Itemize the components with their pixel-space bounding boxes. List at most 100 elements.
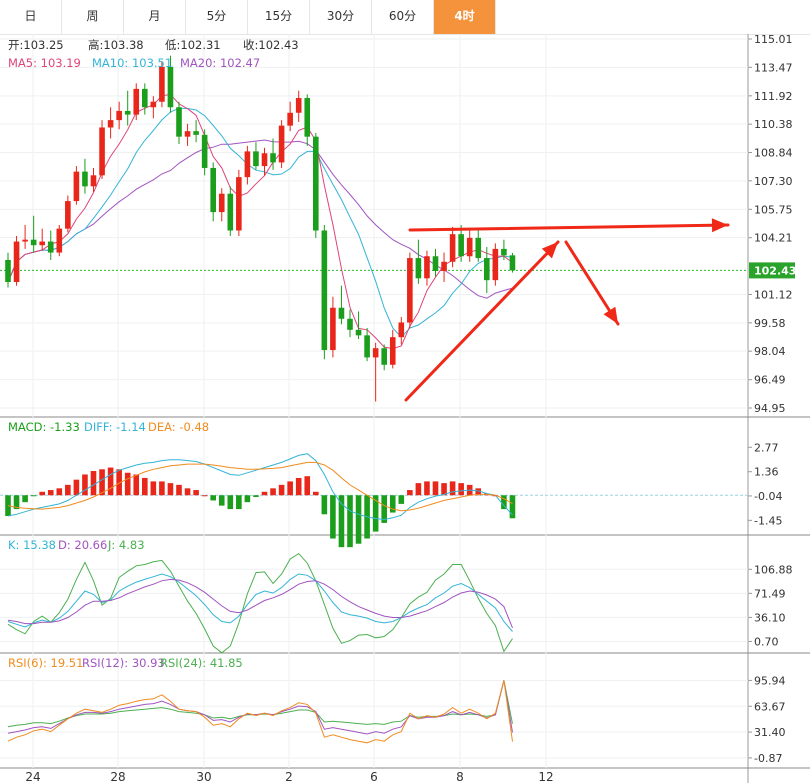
last-price-badge bbox=[749, 262, 795, 279]
candle-body bbox=[501, 248, 507, 256]
macd-bar bbox=[193, 490, 199, 496]
macd-bar bbox=[13, 495, 20, 510]
tab-week[interactable]: 周 bbox=[62, 0, 124, 34]
price-tick-label: 115.01 bbox=[754, 34, 793, 46]
candle-body bbox=[389, 337, 396, 365]
candle-body bbox=[347, 318, 353, 330]
macd-bar bbox=[107, 467, 114, 496]
macd-bar bbox=[287, 481, 293, 496]
tab-4hour[interactable]: 4时 bbox=[434, 0, 496, 34]
candle-body bbox=[133, 88, 140, 115]
rsi-tick-label: 63.67 bbox=[754, 700, 786, 713]
macd-tick-label: -1.45 bbox=[754, 514, 782, 527]
candle-body bbox=[424, 256, 430, 279]
candle-body bbox=[90, 175, 97, 187]
x-tick-label: 24 bbox=[25, 770, 40, 783]
candle-body bbox=[65, 201, 71, 229]
chart-area: 24 28 30 2 6 8 12 115.01 113.47 111.92 110.38 108.… bbox=[0, 34, 810, 783]
legend-diff: DIFF: -1.14 bbox=[84, 420, 146, 434]
candle-body bbox=[321, 230, 328, 351]
candle-body bbox=[56, 228, 63, 253]
candle-body bbox=[492, 248, 499, 281]
tab-15min[interactable]: 15分 bbox=[248, 0, 310, 34]
legend-high: 高:103.38 bbox=[88, 38, 144, 52]
tab-5min[interactable]: 5分 bbox=[186, 0, 248, 34]
macd-bar bbox=[253, 495, 259, 497]
candle-body bbox=[218, 193, 225, 213]
macd-bar bbox=[441, 483, 447, 496]
candle-body bbox=[432, 256, 439, 271]
macd-bar bbox=[372, 495, 379, 532]
rsi6-line bbox=[7, 680, 513, 744]
rsi24-line bbox=[7, 680, 513, 728]
macd-bar bbox=[304, 476, 311, 496]
candle-body bbox=[210, 167, 216, 213]
candle-body bbox=[372, 348, 379, 358]
price-tick-label: 99.58 bbox=[754, 317, 786, 330]
macd-bar bbox=[475, 488, 482, 496]
macd-tick-label: -0.04 bbox=[754, 490, 782, 503]
rsi12-line bbox=[7, 680, 513, 735]
d-line bbox=[7, 578, 513, 629]
candle-body bbox=[107, 120, 114, 128]
candle-body bbox=[236, 177, 242, 231]
candle-body bbox=[509, 255, 516, 271]
tab-month[interactable]: 月 bbox=[124, 0, 186, 34]
price-tick-label: 110.38 bbox=[754, 118, 793, 131]
rsi-tick-label: 95.94 bbox=[754, 674, 786, 687]
macd-panel: 2.77 1.36 -0.04 -1.45 bbox=[0, 441, 782, 548]
macd-bar bbox=[82, 474, 88, 496]
price-tick-label: 107.30 bbox=[754, 175, 793, 188]
macd-bar bbox=[509, 495, 516, 519]
rising-trend-arrow-head bbox=[541, 242, 558, 259]
falling-arrow-head bbox=[603, 306, 618, 324]
candle-body bbox=[142, 88, 148, 108]
legend-rsi24: RSI(24): 41.85 bbox=[160, 656, 243, 670]
candle-body bbox=[244, 151, 251, 178]
candle-body bbox=[30, 239, 37, 246]
price-tick-label: 101.12 bbox=[754, 289, 793, 302]
macd-bar bbox=[270, 488, 276, 496]
candle-body bbox=[330, 307, 336, 351]
macd-bar bbox=[321, 495, 328, 515]
candle-body bbox=[278, 125, 285, 163]
price-tick-label: 111.92 bbox=[754, 90, 793, 103]
macd-bar bbox=[227, 495, 234, 510]
tab-day[interactable]: 日 bbox=[0, 0, 62, 34]
candle-body bbox=[116, 110, 122, 121]
macd-bar bbox=[389, 495, 396, 513]
rsi-tick-label: -0.87 bbox=[754, 752, 782, 765]
x-tick-label: 30 bbox=[196, 770, 211, 783]
tab-30min[interactable]: 30分 bbox=[310, 0, 372, 34]
timeframe-tabs: 日 周 月 5分 15分 30分 60分 4时 bbox=[0, 0, 810, 35]
candle-body bbox=[466, 237, 473, 257]
macd-bar bbox=[458, 483, 464, 496]
macd-bar bbox=[47, 490, 54, 496]
candle-body bbox=[381, 348, 387, 365]
candle-body bbox=[475, 237, 482, 259]
dea-line bbox=[7, 461, 513, 512]
resistance-arrow-head bbox=[711, 218, 728, 233]
macd-tick-label: 1.36 bbox=[754, 466, 779, 479]
macd-bar bbox=[73, 479, 80, 496]
tab-60min[interactable]: 60分 bbox=[372, 0, 434, 34]
candle-body bbox=[193, 131, 199, 135]
grid-lines: 24 28 30 2 6 8 12 bbox=[0, 34, 810, 783]
macd-bar bbox=[278, 484, 285, 496]
price-tick-label: 96.49 bbox=[754, 374, 786, 387]
price-tick-label: 104.21 bbox=[754, 232, 793, 245]
kdj-tick-label: 36.10 bbox=[754, 611, 786, 624]
candle-body bbox=[415, 258, 422, 279]
candle-body bbox=[82, 171, 88, 187]
macd-bar bbox=[261, 491, 268, 496]
kdj-tick-label: 0.70 bbox=[754, 635, 779, 648]
macd-bar bbox=[449, 481, 456, 496]
price-tick-label: 98.04 bbox=[754, 345, 786, 358]
legend-close: 收:102.43 bbox=[243, 38, 299, 52]
legend-low: 低:102.31 bbox=[165, 38, 221, 52]
macd-bar bbox=[415, 483, 422, 496]
macd-bar bbox=[184, 488, 191, 496]
x-tick-label: 2 bbox=[285, 770, 293, 783]
ma20-line bbox=[7, 139, 513, 299]
j-line bbox=[7, 552, 513, 654]
